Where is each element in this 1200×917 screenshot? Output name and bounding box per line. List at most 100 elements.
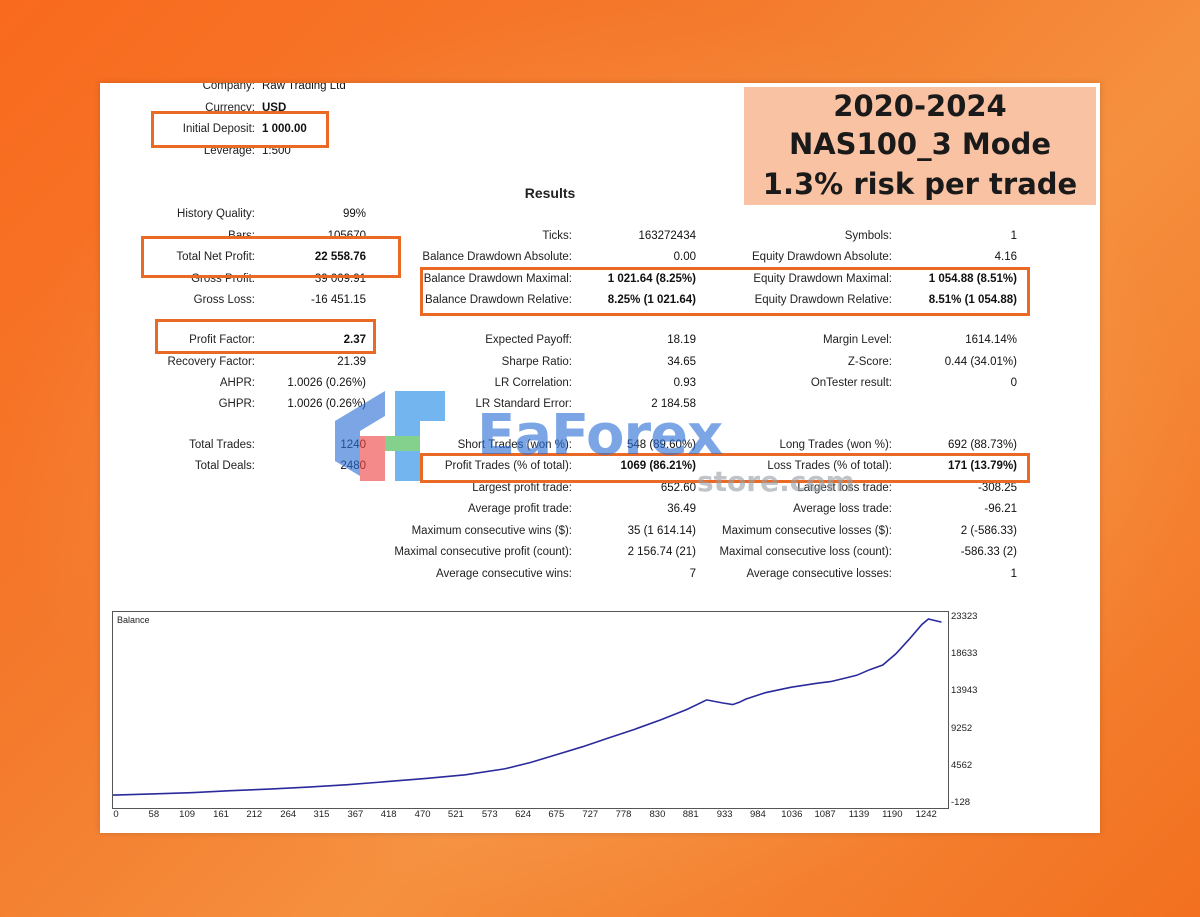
- highlight-net-profit: [141, 236, 401, 278]
- stat-value: 1 021.64 (8.25%): [607, 273, 696, 285]
- company-value: Raw Trading Ltd: [262, 83, 346, 92]
- stat-label: Short Trades (won %):: [457, 439, 572, 451]
- y-tick-label: 4562: [951, 759, 973, 771]
- results-title: Results: [524, 185, 576, 201]
- leverage-label: Leverage:: [203, 145, 255, 157]
- deposit-label: Initial Deposit:: [182, 123, 255, 135]
- x-tick-label: 0: [113, 809, 119, 820]
- stat-label: GHPR:: [218, 398, 255, 410]
- stat-value: 1.0026 (0.26%): [287, 398, 366, 410]
- stat-value: 22 558.76: [314, 251, 366, 263]
- stat-value: 1: [1010, 568, 1017, 580]
- stat-label: Loss Trades (% of total):: [767, 460, 892, 472]
- stat-value: -586.33 (2): [960, 546, 1017, 558]
- stat-label: Total Deals:: [194, 460, 255, 472]
- highlight-profit-factor: [155, 319, 376, 354]
- x-tick-label: 881: [682, 809, 699, 820]
- balance-plot: [113, 618, 942, 796]
- stat-label: Average loss trade:: [793, 503, 892, 515]
- stat-label: Balance Drawdown Absolute:: [422, 251, 572, 263]
- stat-label: History Quality:: [177, 208, 255, 220]
- stat-value: 1.0026 (0.26%): [287, 377, 366, 389]
- stat-value: 2 156.74 (21): [627, 546, 696, 558]
- watermark-sub: store.com: [697, 465, 855, 498]
- period-banner: 2020-2024 NAS100_3 Mode 1.3% risk per tr…: [744, 87, 1096, 205]
- x-tick-label: 1036: [781, 809, 803, 820]
- stat-label: Largest loss trade:: [797, 482, 892, 494]
- stat-label: Recovery Factor:: [167, 356, 255, 368]
- x-tick-label: 778: [615, 809, 632, 820]
- stat-value: 548 (89.60%): [626, 439, 696, 451]
- stat-label: Equity Drawdown Absolute:: [752, 251, 892, 263]
- stat-label: OnTester result:: [810, 377, 892, 389]
- stat-label: Long Trades (won %):: [779, 439, 892, 451]
- x-tick-label: 1242: [915, 809, 937, 820]
- y-tick-label: 13943: [951, 685, 978, 697]
- stat-label: Ticks:: [542, 230, 572, 242]
- x-tick-label: 573: [481, 809, 498, 820]
- highlight-profit-loss-trades: [420, 453, 1030, 483]
- watermark-logo-icon: [335, 391, 445, 481]
- x-tick-label: 933: [716, 809, 733, 820]
- stat-value: 2.37: [343, 334, 366, 346]
- stat-value: 34.65: [667, 356, 696, 368]
- banner-risk: 1.3% risk per trade: [762, 167, 1078, 201]
- x-tick-label: 109: [179, 809, 196, 820]
- stat-value: -308.25: [977, 482, 1017, 494]
- stat-value: 0.93: [673, 377, 696, 389]
- x-tick-label: 727: [582, 809, 599, 820]
- stat-value: 1 054.88 (8.51%): [928, 273, 1017, 285]
- stat-value: 18.19: [667, 334, 696, 346]
- stat-label: Equity Drawdown Relative:: [754, 294, 892, 306]
- stat-value: 1069 (86.21%): [620, 460, 696, 472]
- banner-mode: NAS100_3 Mode: [788, 127, 1052, 161]
- stat-value: 0.00: [673, 251, 696, 263]
- highlight-drawdown: [420, 267, 1030, 316]
- stat-label: Balance Drawdown Relative:: [424, 294, 572, 306]
- banner-years: 2020-2024: [833, 89, 1007, 123]
- x-tick-label: 264: [280, 809, 297, 820]
- stat-label: Profit Trades (% of total):: [444, 460, 572, 472]
- stat-label: Average profit trade:: [468, 503, 572, 515]
- stat-value: 692 (88.73%): [947, 439, 1017, 451]
- highlight-initial-deposit: [151, 111, 329, 148]
- x-tick-label: 470: [414, 809, 431, 820]
- stat-label: Z-Score:: [847, 356, 892, 368]
- stat-value: 0: [1010, 377, 1017, 389]
- x-tick-label: 1139: [848, 809, 870, 820]
- balance-chart: Balance: [112, 611, 949, 809]
- company-label: Company:: [202, 83, 255, 92]
- stat-label: Total Net Profit:: [176, 251, 255, 263]
- stat-value: 36.49: [667, 503, 696, 515]
- stat-value: 4.16: [994, 251, 1017, 263]
- stat-label: LR Standard Error:: [475, 398, 572, 410]
- stat-value: 21.39: [337, 356, 366, 368]
- stat-label: AHPR:: [219, 377, 255, 389]
- stat-label: Largest profit trade:: [472, 482, 572, 494]
- stat-label: Balance Drawdown Maximal:: [423, 273, 572, 285]
- x-tick-label: 418: [380, 809, 397, 820]
- x-tick-label: 1190: [882, 809, 903, 820]
- stat-value: 2 (-586.33): [960, 525, 1017, 537]
- stat-label: Sharpe Ratio:: [501, 356, 572, 368]
- stat-label: Profit Factor:: [189, 334, 255, 346]
- stat-value: 1: [1010, 230, 1017, 242]
- balance-line: [113, 618, 942, 796]
- stat-label: Expected Payoff:: [485, 334, 572, 346]
- stat-value: 652.60: [660, 482, 696, 494]
- stat-value: 2 184.58: [651, 398, 696, 410]
- x-tick-label: 624: [515, 809, 531, 820]
- x-tick-label: 161: [213, 809, 229, 820]
- stat-label: Equity Drawdown Maximal:: [753, 273, 892, 285]
- stat-value: 8.51% (1 054.88): [928, 294, 1017, 306]
- y-tick-label: 9252: [951, 722, 973, 734]
- x-tick-label: 212: [246, 809, 263, 820]
- chart-title: Balance: [117, 615, 150, 625]
- stat-label: Maximal consecutive profit (count):: [394, 546, 572, 558]
- stat-value: -96.21: [984, 503, 1017, 515]
- stat-label: Maximum consecutive losses ($):: [722, 525, 892, 537]
- stat-value: -16 451.15: [311, 294, 366, 306]
- x-tick-label: 1087: [814, 809, 836, 820]
- watermark-brand: EaForex: [477, 403, 723, 468]
- deposit-value: 1 000.00: [262, 123, 307, 135]
